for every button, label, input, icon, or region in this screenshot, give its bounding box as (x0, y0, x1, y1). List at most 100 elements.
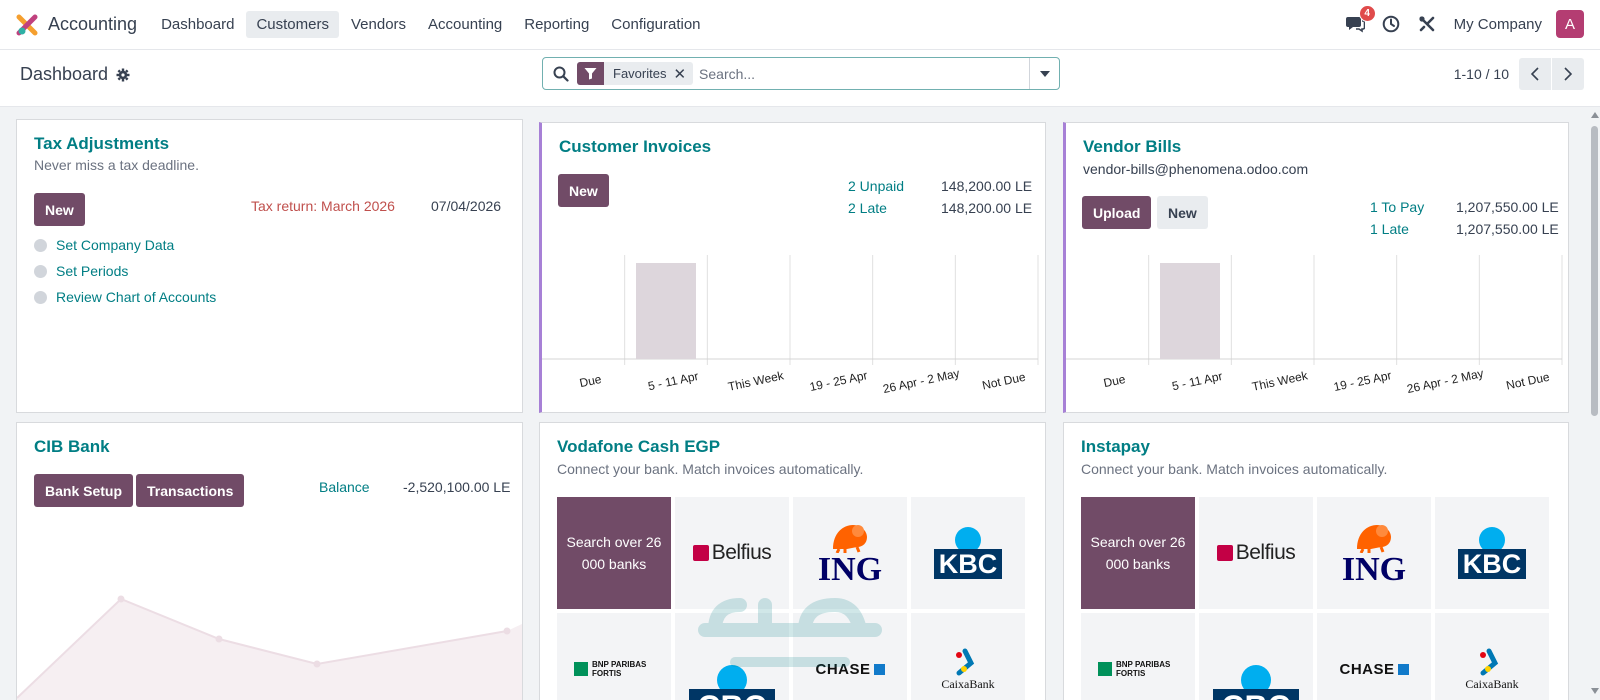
pager-value[interactable]: 1-10 / 10 (1453, 66, 1509, 82)
balance-point (215, 635, 223, 643)
vendor-bills-chart[interactable]: Due 5 - 11 Apr This Week 19 - 25 Apr 26 Apr … (1066, 123, 1569, 413)
bank-setup-button[interactable]: Bank Setup (34, 474, 134, 507)
balance-amount: -2,520,100.00 LE (403, 479, 511, 495)
favorites-facet[interactable]: Favorites ✕ (577, 62, 694, 85)
bank-caixa-tile[interactable]: CaixaBank (1435, 613, 1549, 700)
tax-adjustments-card: Tax Adjustments Never miss a tax deadlin… (16, 119, 523, 413)
top-navbar: Accounting Dashboard Customers Vendors A… (0, 0, 1600, 50)
messages-icon[interactable]: 4 (1344, 5, 1376, 35)
search-banks-tile[interactable]: Search over 26 000 banks (1081, 497, 1195, 609)
bank-name: CaixaBank (941, 676, 995, 691)
bank-name: ING (1341, 551, 1407, 588)
card-title[interactable]: Instapay (1081, 437, 1150, 456)
bank-name: CaixaBank (1465, 676, 1519, 691)
card-subtitle: Connect your bank. Match invoices automa… (1081, 461, 1388, 477)
bank-kbc-tile[interactable]: KBC (1435, 497, 1549, 609)
breadcrumb: Dashboard (20, 64, 130, 85)
x-tick-label: 26 Apr - 2 May (882, 366, 961, 396)
balance-row[interactable]: Balance -2,520,100.00 LE (319, 479, 510, 495)
bank-name: Belfius (1235, 541, 1296, 564)
bank-name: CHASE (815, 660, 871, 678)
scroll-up-arrow-icon[interactable] (1591, 112, 1599, 118)
bank-ing-tile[interactable]: ING (793, 497, 907, 609)
pager-next-button[interactable] (1552, 58, 1584, 90)
step-review-chart-of-accounts[interactable]: Review Chart of Accounts (34, 289, 216, 305)
gear-icon[interactable] (116, 68, 130, 82)
bank-ing-tile[interactable]: ING (1317, 497, 1431, 609)
card-title[interactable]: Tax Adjustments (34, 134, 170, 153)
bank-name: CBC (1213, 689, 1299, 700)
vendor-bills-card: Vendor Bills vendor-bills@phenomena.odoo… (1063, 122, 1569, 413)
step-set-periods[interactable]: Set Periods (34, 263, 128, 279)
balance-area (17, 599, 522, 700)
step-set-company-data[interactable]: Set Company Data (34, 237, 174, 253)
stat-label: 2 Unpaid (848, 178, 905, 194)
bill-new-button[interactable]: New (1157, 196, 1208, 229)
caixa-star-icon (956, 648, 975, 675)
menu-customers[interactable]: Customers (246, 11, 339, 38)
chart-bar[interactable] (1160, 263, 1220, 359)
balance-line-chart[interactable] (17, 423, 523, 700)
bank-cbc-tile[interactable]: CBC (1199, 613, 1313, 700)
to-pay-row[interactable]: 1 To Pay 1,207,550.00 LE (1370, 199, 1559, 215)
chase-octagon-icon (873, 663, 885, 675)
tax-return-link[interactable]: Tax return: March 2026 (251, 198, 395, 214)
chart-bar[interactable] (636, 263, 696, 359)
app-name[interactable]: Accounting (48, 14, 138, 34)
card-title[interactable]: Vodafone Cash EGP (557, 437, 721, 456)
bank-kbc-tile[interactable]: KBC (911, 497, 1025, 609)
customer-invoices-chart[interactable]: Due 5 - 11 Apr This Week 19 - 25 Apr 26 Apr … (542, 123, 1046, 413)
menu-vendors[interactable]: Vendors (350, 16, 407, 33)
unpaid-row[interactable]: 2 Unpaid 148,200.00 LE (848, 178, 1032, 194)
pager-previous-button[interactable] (1519, 58, 1551, 90)
close-icon[interactable]: ✕ (673, 65, 687, 83)
card-title[interactable]: CIB Bank (34, 437, 110, 456)
bank-chase-tile[interactable]: CHASE (1317, 613, 1431, 700)
bank-cbc-tile[interactable]: CBC (675, 613, 789, 700)
menu-configuration[interactable]: Configuration (611, 16, 701, 33)
company-switcher[interactable]: My Company (1453, 15, 1542, 33)
bnp-logo-icon (574, 662, 588, 676)
scroll-thumb[interactable] (1591, 126, 1598, 416)
balance-point (313, 660, 321, 668)
stat-label: 2 Late (848, 200, 887, 216)
late-row[interactable]: 1 Late 1,207,550.00 LE (1370, 221, 1559, 237)
customer-invoices-card: Customer Invoices New 2 Unpaid 148,200.0… (539, 122, 1046, 413)
user-avatar[interactable]: A (1556, 10, 1584, 38)
menu-accounting[interactable]: Accounting (428, 16, 503, 33)
bank-name: Belfius (711, 541, 772, 564)
upload-button[interactable]: Upload (1082, 196, 1152, 229)
watermark-logo (698, 597, 882, 667)
bank-bnp-tile[interactable]: BNP PARIBAS FORTIS (557, 613, 671, 700)
card-subtitle: Never miss a tax deadline. (34, 157, 199, 173)
x-tick-label: Not Due (1505, 370, 1551, 393)
search-options-toggle[interactable] (1029, 58, 1059, 89)
bank-belfius-tile[interactable]: Belfius (1199, 497, 1313, 609)
bank-bnp-tile[interactable]: BNP PARIBAS FORTIS (1081, 613, 1195, 700)
stat-label: 1 Late (1370, 221, 1409, 237)
balance-point (117, 595, 125, 603)
bank-caixa-tile[interactable]: CaixaBank (911, 613, 1025, 700)
step-status-dot (34, 264, 47, 278)
bank-chase-tile[interactable]: CHASE (793, 613, 907, 700)
page-title: Dashboard (20, 64, 109, 84)
page-scrollbar[interactable] (1590, 110, 1599, 700)
transactions-button[interactable]: Transactions (136, 474, 245, 507)
bank-belfius-tile[interactable]: Belfius (675, 497, 789, 609)
card-title[interactable]: Customer Invoices (559, 137, 712, 156)
tax-new-button[interactable]: New (34, 193, 85, 226)
vendor-bills-email[interactable]: vendor-bills@phenomena.odoo.com (1083, 161, 1309, 177)
debug-tools-icon[interactable] (1416, 13, 1438, 35)
menu-dashboard[interactable]: Dashboard (161, 16, 235, 33)
search-input[interactable] (699, 65, 1010, 82)
activity-clock-icon[interactable] (1380, 13, 1402, 35)
accounting-app-icon[interactable] (16, 14, 38, 36)
late-row[interactable]: 2 Late 148,200.00 LE (848, 200, 1032, 216)
cib-bank-card: CIB Bank Bank Setup Transactions Balance… (16, 422, 523, 700)
card-title[interactable]: Vendor Bills (1083, 137, 1182, 156)
invoice-new-button[interactable]: New (558, 174, 609, 207)
step-label: Review Chart of Accounts (56, 289, 217, 305)
search-banks-tile[interactable]: Search over 26 000 banks (557, 497, 671, 609)
scroll-down-arrow-icon[interactable] (1591, 688, 1599, 694)
menu-reporting[interactable]: Reporting (524, 16, 590, 33)
